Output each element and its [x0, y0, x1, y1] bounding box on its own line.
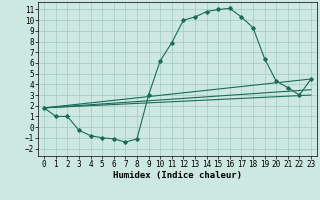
X-axis label: Humidex (Indice chaleur): Humidex (Indice chaleur) — [113, 171, 242, 180]
